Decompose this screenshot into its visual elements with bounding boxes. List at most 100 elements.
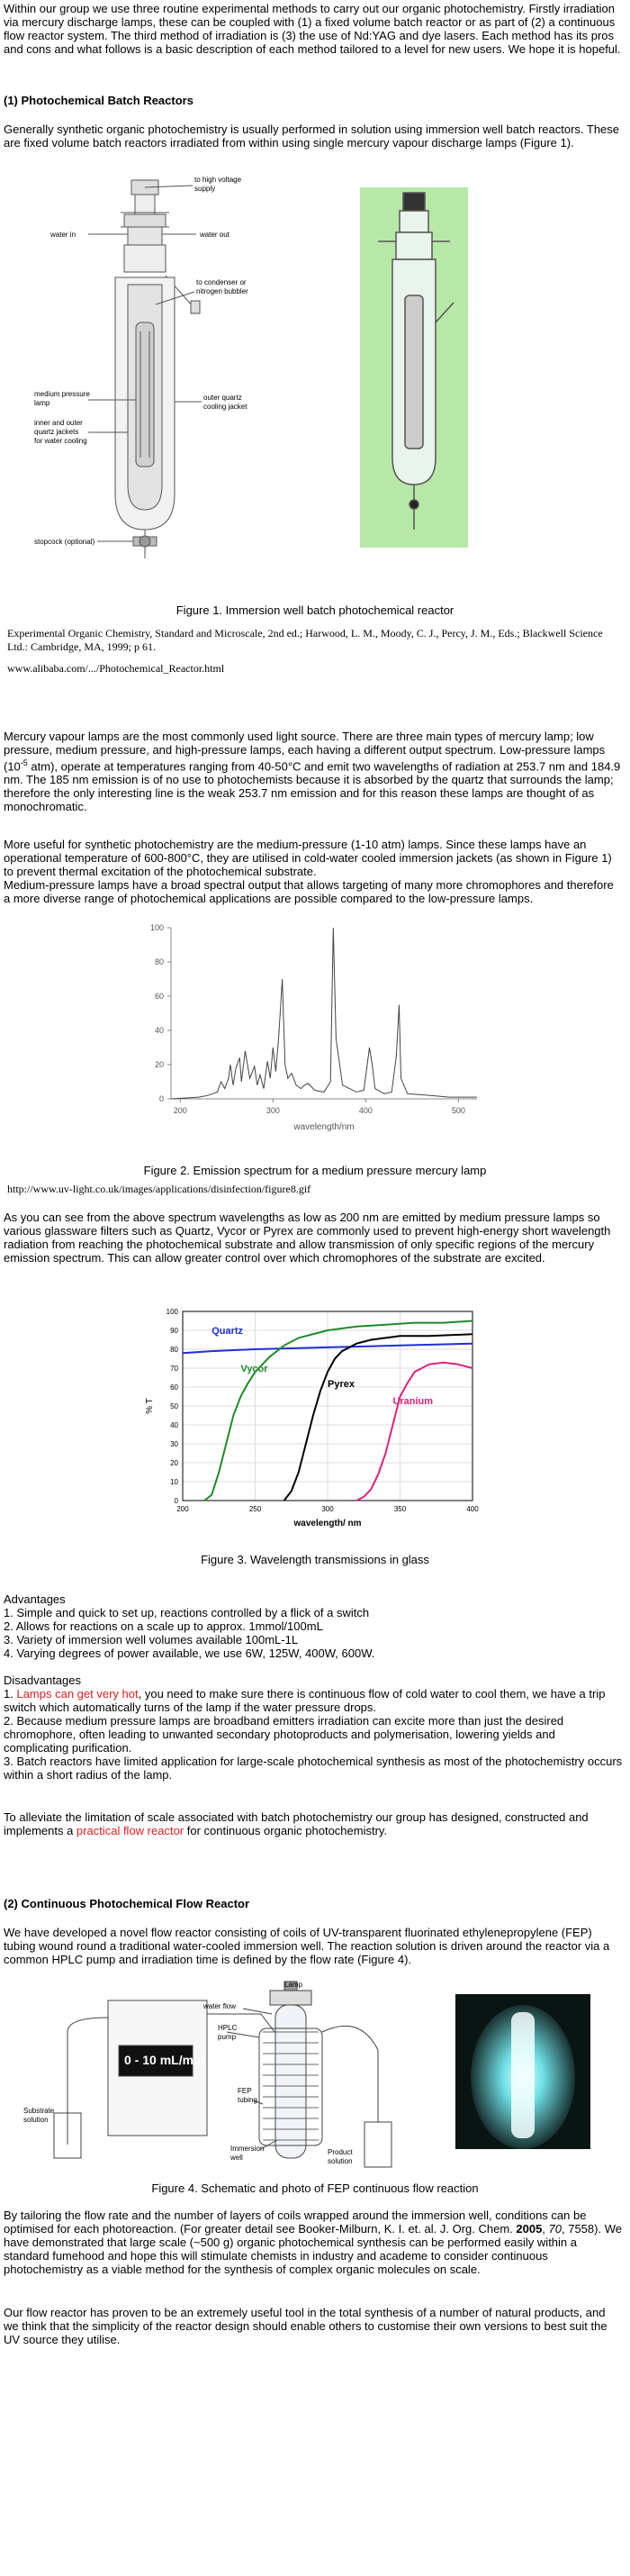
x-tick-label: 250 [249, 1505, 262, 1513]
disadvantages-title: Disadvantages [4, 1673, 81, 1687]
x-tick-label: 400 [466, 1505, 479, 1513]
figure1-caption: Figure 1. Immersion well batch photochem… [176, 603, 454, 617]
x-tick-label: 300 [266, 1106, 280, 1115]
fig4-label-water-flow: water flow [202, 2002, 236, 2010]
medium-pressure-paragraph: More useful for synthetic photochemistry… [4, 838, 612, 878]
y-tick-label: 80 [170, 1346, 178, 1354]
tailor-text-b: , [542, 2222, 549, 2236]
fig1-label-supply: supply [194, 185, 215, 193]
broad-spectral-paragraph: Medium-pressure lamps have a broad spect… [4, 878, 614, 905]
series-line-uranium [356, 1361, 473, 1501]
fig1-label-bubbler: nitrogen bubbler [196, 287, 248, 295]
tailor-text-a: By tailoring the flow rate and the numbe… [4, 2209, 587, 2236]
figure2-caption: Figure 2. Emission spectrum for a medium… [143, 1164, 487, 1177]
final-paragraph: Our flow reactor has proven to be an ext… [4, 2306, 608, 2346]
series-line-quartz [182, 1342, 473, 1355]
intro-paragraph: Within our group we use three routine ex… [4, 2, 621, 56]
y-axis-label: % T [145, 1398, 155, 1414]
series-label-pyrex: Pyrex [328, 1379, 356, 1390]
fig4-label-lamp: Lamp [284, 1981, 303, 1989]
fig4-label-substrate-solution: solution [23, 2116, 49, 2124]
fig4-label-product: Product [328, 2148, 353, 2156]
figure1-reference: Experimental Organic Chemistry, Standard… [7, 627, 603, 653]
reactor-photo [360, 187, 468, 548]
filter-paragraph: As you can see from the above spectrum w… [4, 1211, 611, 1265]
fig1-label-outer-quartz: outer quartz [203, 394, 242, 402]
emission-spectrum-chart: 0 20 40 60 80 100 200 300 400 500 wavelength/nm [150, 923, 477, 1132]
fig1-label-high-voltage: to high voltage [194, 176, 242, 184]
pressure-exponent: -5 [20, 758, 28, 767]
x-tick-label: 500 [452, 1106, 465, 1115]
fig1-label-stopcock: stopcock (optional) [34, 538, 94, 546]
disadvantage-text: , you need to make sure there is continu… [4, 1687, 606, 1714]
advantage-item: 1. Simple and quick to set up, reactions… [4, 1606, 370, 1619]
fig4-label-well: well [230, 2154, 243, 2162]
citation-year: 2005 [516, 2222, 543, 2236]
fig4-label-tubing: tubing [238, 2096, 257, 2104]
flow-rate-display: 0 - 10 mL/min [124, 2053, 204, 2067]
figure3-caption: Figure 3. Wavelength transmissions in gl… [201, 1553, 429, 1566]
x-tick-label: 200 [174, 1106, 187, 1115]
x-tick-label: 350 [394, 1505, 407, 1513]
citation-volume: 70 [548, 2222, 562, 2236]
section1-heading: (1) Photochemical Batch Reactors [4, 94, 194, 107]
disadvantage-item: 2. Because medium pressure lamps are bro… [4, 1714, 564, 1755]
section2-paragraph: We have developed a novel flow reactor c… [4, 1926, 610, 1966]
fig1-label-water-in: water in [50, 231, 76, 239]
section1-paragraph: Generally synthetic organic photochemist… [4, 122, 620, 150]
fig4-label-product-solution: solution [328, 2157, 353, 2165]
fig1-label-lamp: lamp [34, 399, 50, 407]
series-line-vycor [203, 1320, 473, 1501]
disadvantage-item: 3. Batch reactors have limited applicati… [4, 1755, 623, 1782]
y-tick-label: 40 [155, 1026, 164, 1035]
series-line-pyrex [283, 1333, 473, 1501]
x-axis-label: wavelength/ nm [292, 1519, 361, 1528]
advantage-item: 3. Variety of immersion well volumes ava… [4, 1633, 299, 1646]
disadvantage-number: 1. [4, 1687, 17, 1701]
y-tick-label: 30 [170, 1440, 178, 1448]
flow-reactor-photo [455, 1994, 590, 2149]
advantage-item: 2. Allows for reactions on a scale up to… [4, 1619, 323, 1633]
y-tick-label: 10 [170, 1478, 178, 1486]
alleviate-text-a: To alleviate the limitation of scale ass… [4, 1810, 589, 1837]
series-label-vycor: Vycor [240, 1364, 268, 1374]
fig1-label-water-cooling: for water cooling [34, 437, 87, 445]
y-tick-label: 0 [159, 1094, 164, 1103]
fig1-label-water-out: water out [199, 231, 230, 239]
y-tick-label: 80 [155, 957, 164, 966]
mercury-text-b: atm), operate at temperatures ranging fr… [4, 759, 621, 814]
glass-transmission-chart: 0 10 20 30 40 50 60 70 80 90 100 200 250 300 350 400 Qua… [145, 1308, 479, 1528]
hot-lamp-warning: Lamps can get very hot [16, 1687, 139, 1701]
advantages-block: Advantages 1. Simple and quick to set up… [4, 1592, 623, 1660]
x-tick-label: 300 [321, 1505, 334, 1513]
tailor-paragraph: By tailoring the flow rate and the numbe… [4, 2209, 623, 2276]
section2-heading: (2) Continuous Photochemical Flow Reacto… [4, 1897, 250, 1910]
fig1-label-quartz-jackets: quartz jackets [34, 428, 78, 436]
fig1-label-inner-outer: inner and outer [34, 419, 83, 427]
y-tick-label: 100 [150, 923, 164, 932]
fig4-label-immersion: Immersion [230, 2145, 264, 2153]
fig1-label-condenser: to condenser or [196, 278, 247, 286]
y-tick-label: 50 [170, 1402, 178, 1410]
mercury-lamp-paragraph: Mercury vapour lamps are the most common… [4, 730, 623, 813]
fig1-label-cooling-jacket: cooling jacket [203, 403, 248, 411]
disadvantage-item: 1. Lamps can get very hot, you need to m… [4, 1687, 623, 1714]
figure1-reference-url: www.alibaba.com/.../Photochemical_Reacto… [7, 662, 225, 675]
y-tick-label: 20 [155, 1060, 164, 1069]
flow-reactor-schematic: 0 - 10 mL/min Lamp water flow HPLC pump … [23, 1981, 392, 2168]
series-label-uranium: Uranium [392, 1396, 433, 1407]
fig4-label-hplc: HPLC [218, 2024, 238, 2032]
x-tick-label: 200 [176, 1505, 189, 1513]
plot-frame [182, 1311, 473, 1501]
figure4-caption: Figure 4. Schematic and photo of FEP con… [151, 2181, 479, 2195]
fig1-label-medium-pressure: medium pressure [34, 390, 90, 398]
advantage-item: 4. Varying degrees of power available, w… [4, 1646, 375, 1660]
fig4-label-substrate: Substrate [23, 2107, 55, 2115]
y-tick-label: 0 [175, 1497, 179, 1505]
practical-flow-reactor-link[interactable]: practical flow reactor [76, 1824, 184, 1837]
emission-series-line [170, 927, 477, 1100]
alleviate-paragraph: To alleviate the limitation of scale ass… [4, 1810, 623, 1837]
y-tick-label: 40 [170, 1421, 178, 1429]
mercury-text-a: Mercury vapour lamps are the most common… [4, 730, 606, 774]
y-tick-label: 90 [170, 1327, 178, 1335]
